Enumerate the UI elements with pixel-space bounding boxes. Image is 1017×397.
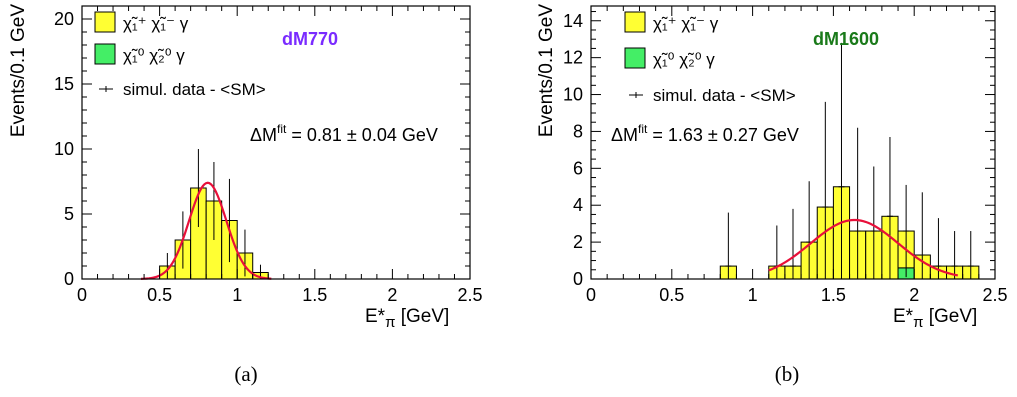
histogram-bars xyxy=(719,186,980,280)
x-tick-label: 2.5 xyxy=(457,285,482,305)
legend-label-chargino: χ̃₁⁺ χ̃₁⁻ γ xyxy=(653,14,719,33)
x-label-subscript: π xyxy=(385,314,395,331)
y-tick-label: 4 xyxy=(573,195,583,215)
legend-label-data: simul. data - <SM> xyxy=(123,80,266,99)
scenario-tag: dM770 xyxy=(282,29,338,49)
y-tick-label: 14 xyxy=(563,11,583,31)
legend-label-neutralino: χ̃₁⁰ χ̃₂⁰ γ xyxy=(123,46,185,65)
x-tick-label: 2.5 xyxy=(982,285,1007,305)
x-label-unit: [GeV] xyxy=(395,306,449,327)
chart-svg-a: 0 0.5 1 1.5 2 2.5 0 5 10 15 20 Events/0.1 GeV E*π [G… xyxy=(8,4,483,331)
fit-curve xyxy=(768,218,959,277)
x-tick-label: 1.5 xyxy=(302,285,327,305)
x-tick-label: 2 xyxy=(387,285,397,305)
x-label-subscript: π xyxy=(913,314,923,331)
panel-caption-b: (b) xyxy=(774,362,800,386)
x-axis-label: E*π [GeV] xyxy=(893,306,977,331)
legend-swatch-chargino xyxy=(94,11,116,33)
legend: χ̃₁⁺ χ̃₁⁻ γ χ̃₁⁰ χ̃₂⁰ γ simul. data - <SM> xyxy=(624,11,796,105)
x-tick-label: 1.5 xyxy=(821,285,846,305)
x-tick-label: 1 xyxy=(232,285,242,305)
y-axis: 0 5 10 15 20 xyxy=(54,9,470,289)
x-tick-label: 0 xyxy=(586,285,596,305)
x-tick-label: 1 xyxy=(748,285,758,305)
y-tick-label: 10 xyxy=(54,139,74,159)
fit-value: = 1.63 ± 0.27 GeV xyxy=(647,125,798,145)
chart-panel-a: 0 0.5 1 1.5 2 2.5 0 5 10 15 20 Events/0.1 GeV E*π [G… xyxy=(0,0,508,397)
chart-panel-b: 0 0.5 1 1.5 2 2.5 0 2 4 6 8 10 12 14 Events/0.1 GeV E*π… xyxy=(508,0,1017,397)
fit-label-sup: fit xyxy=(277,122,287,136)
y-tick-label: 2 xyxy=(573,232,583,252)
y-axis-label: Events/0.1 GeV xyxy=(8,4,29,137)
y-tick-label: 10 xyxy=(563,85,583,105)
y-tick-label: 0 xyxy=(573,269,583,289)
data-error-bars xyxy=(164,149,264,279)
histogram-bars xyxy=(159,187,269,280)
fit-label-sup: fit xyxy=(638,122,648,136)
legend-swatch-chargino xyxy=(624,11,646,33)
legend-label-chargino: χ̃₁⁺ χ̃₁⁻ γ xyxy=(123,14,189,33)
y-axis-label: Events/0.1 GeV xyxy=(536,4,557,137)
y-tick-label: 5 xyxy=(64,204,74,224)
y-axis: 0 2 4 6 8 10 12 14 xyxy=(563,11,995,289)
data-error-bars xyxy=(725,42,974,279)
x-tick-label: 0.5 xyxy=(147,285,172,305)
fit-curve xyxy=(140,181,272,280)
x-axis: 0 0.5 1 1.5 2 2.5 xyxy=(586,6,1008,305)
x-tick-label: 0 xyxy=(77,285,87,305)
legend-label-neutralino: χ̃₁⁰ χ̃₂⁰ γ xyxy=(653,50,715,69)
x-label-main: E* xyxy=(365,306,386,327)
chart-svg-b: 0 0.5 1 1.5 2 2.5 0 2 4 6 8 10 12 14 Events/0.1 GeV E*π… xyxy=(536,4,1008,331)
x-tick-label: 0.5 xyxy=(659,285,684,305)
plot-frame xyxy=(590,5,996,280)
y-tick-label: 12 xyxy=(563,48,583,68)
scenario-tag: dM1600 xyxy=(813,29,879,49)
legend: χ̃₁⁺ χ̃₁⁻ γ χ̃₁⁰ χ̃₂⁰ γ simul. data - <SM> xyxy=(94,11,266,99)
y-tick-label: 15 xyxy=(54,74,74,94)
y-tick-label: 8 xyxy=(573,121,583,141)
fit-annotation: ΔMfit = 0.81 ± 0.04 GeV xyxy=(250,122,438,145)
fit-annotation: ΔMfit = 1.63 ± 0.27 GeV xyxy=(611,122,799,145)
legend-swatch-neutralino xyxy=(624,47,646,69)
x-axis: 0 0.5 1 1.5 2 2.5 xyxy=(77,6,483,305)
y-tick-label: 20 xyxy=(54,9,74,29)
fit-value: = 0.81 ± 0.04 GeV xyxy=(286,125,437,145)
plot-frame xyxy=(81,5,471,280)
fit-label: ΔM xyxy=(250,125,277,145)
panel-caption-a: (a) xyxy=(234,362,258,386)
fit-label: ΔM xyxy=(611,125,638,145)
x-axis-label: E*π [GeV] xyxy=(365,306,449,331)
x-tick-label: 2 xyxy=(909,285,919,305)
legend-swatch-neutralino xyxy=(94,43,116,65)
y-tick-label: 0 xyxy=(64,269,74,289)
y-tick-label: 6 xyxy=(573,158,583,178)
x-label-main: E* xyxy=(893,306,914,327)
legend-label-data: simul. data - <SM> xyxy=(653,86,796,105)
x-label-unit: [GeV] xyxy=(923,306,977,327)
